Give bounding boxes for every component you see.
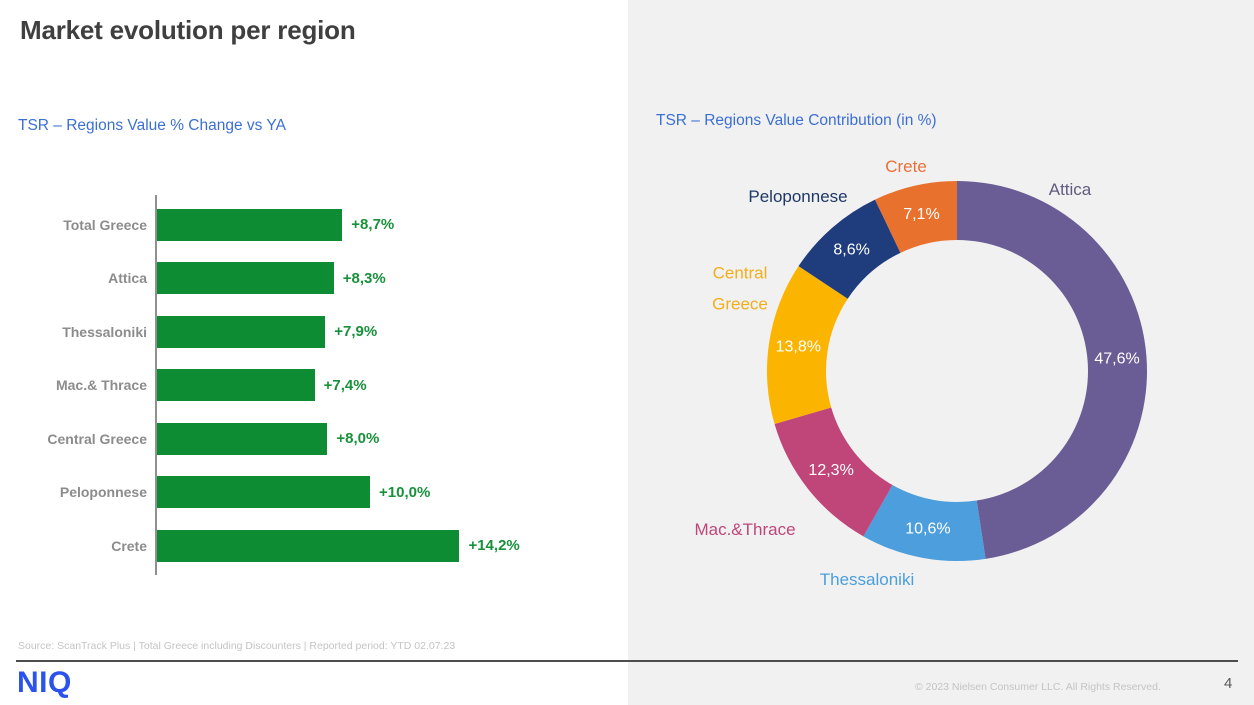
bar (157, 262, 334, 295)
donut-percent-label: 12,3% (808, 462, 853, 479)
donut-chart: 47,6% 10,6% 12,3% 13,8% 8,6% 7,1% (767, 181, 1147, 561)
donut-region-label-attica: Attica (1048, 180, 1092, 199)
donut-segment-attica (957, 181, 1147, 559)
donut-chart-area: TSR – Regions Value Contribution (in %) … (628, 0, 1254, 705)
bar (157, 476, 370, 509)
donut-percent-label: 7,1% (903, 206, 939, 223)
bar (157, 529, 460, 562)
bar-value-label: +10,0% (379, 483, 431, 501)
bar-chart-title: TSR – Regions Value % Change vs YA (18, 117, 286, 134)
bar-chart: Total Greece +8,7% Attica +8,3% Thessaloniki… (25, 195, 605, 575)
bar-row: Total Greece +8,7% (25, 198, 605, 252)
donut-segment-central-greece (767, 266, 848, 425)
bar-category-label: Central Greece (47, 430, 147, 447)
bar-value-label: +8,7% (351, 216, 395, 234)
donut-segment-crete (875, 181, 957, 253)
bar-category-label: Crete (111, 537, 147, 554)
bar-row: Peloponnese +10,0% (25, 466, 605, 520)
bar (157, 369, 315, 402)
page-title: Market evolution per region (20, 15, 356, 45)
bar-value-label: +7,9% (334, 323, 378, 341)
donut-percent-label: 10,6% (905, 520, 950, 537)
copyright-text: © 2023 Nielsen Consumer LLC. All Rights … (915, 681, 1161, 693)
donut-region-label-peloponnese: Peloponnese (748, 187, 848, 206)
donut-segment-thessaloniki (863, 484, 986, 561)
donut-region-label-thessaloniki: Thessaloniki (819, 570, 915, 589)
donut-region-label-mac-thrace: Mac.&Thrace (694, 520, 796, 539)
bar (157, 208, 343, 241)
donut-region-label-central-greece: Central Greece (712, 263, 768, 314)
bar-category-label: Peloponnese (59, 484, 147, 501)
bar-row: Attica +8,3% (25, 252, 605, 306)
donut-percent-label: 47,6% (1094, 350, 1139, 367)
donut-segment-mac-thrace (774, 407, 893, 537)
bar (157, 422, 328, 455)
bar-row: Crete +14,2% (25, 519, 605, 573)
donut-percent-label: 8,6% (833, 241, 869, 258)
bar-value-label: +14,2% (468, 537, 520, 555)
page-number: 4 (1224, 675, 1233, 692)
bar-value-label: +8,3% (342, 269, 386, 287)
bar-chart-axis (155, 195, 157, 575)
bar-category-label: Mac.& Thrace (55, 377, 147, 394)
donut-segment-peloponnese (798, 199, 901, 299)
niq-logo: NIQ (17, 666, 72, 699)
bar-row: Central Greece +8,0% (25, 412, 605, 466)
bar-value-label: +7,4% (323, 376, 367, 394)
bar-row: Thessaloniki +7,9% (25, 305, 605, 359)
donut-chart-title: TSR – Regions Value Contribution (in %) (656, 112, 937, 129)
right-panel-background (628, 0, 1254, 705)
donut-percent-label: 13,8% (776, 338, 821, 355)
footer-divider (16, 660, 1238, 662)
bar-row: Mac.& Thrace +7,4% (25, 359, 605, 413)
bar-value-label: +8,0% (336, 430, 380, 448)
bar (157, 315, 326, 348)
bar-category-label: Total Greece (63, 216, 147, 233)
donut-region-label-crete: Crete (885, 157, 927, 176)
bar-category-label: Thessaloniki (62, 323, 147, 340)
source-note: Source: ScanTrack Plus | Total Greece in… (18, 640, 456, 652)
bar-category-label: Attica (108, 270, 147, 287)
